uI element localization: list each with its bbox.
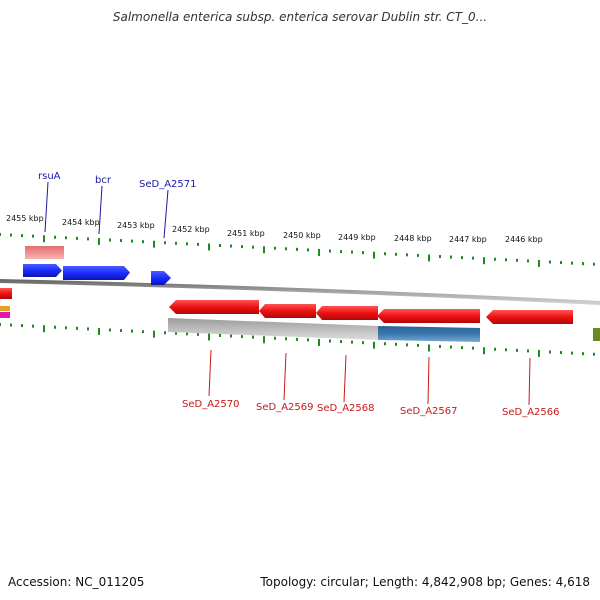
genome-stats: Topology: circular; Length: 4,842,908 bp… (260, 575, 590, 589)
edge-feature-green (593, 328, 600, 341)
gene-arrow-rsuA[interactable] (23, 264, 62, 277)
gene-arrow-bcr[interactable] (63, 266, 130, 280)
genome-backbone (0, 279, 600, 305)
tick-label: 2446 kbp (505, 235, 543, 244)
grey-feature[interactable] (168, 318, 378, 340)
gene-label-SeD_A2569: SeD_A2569 (256, 402, 314, 413)
map-title: Salmonella enterica subsp. enterica sero… (112, 10, 488, 24)
leader-line-SeD_A2567 (427, 356, 430, 405)
gene-label-SeD_A2566: SeD_A2566 (502, 407, 560, 418)
leader-line-SeD_A2566 (528, 357, 531, 406)
steel-feature[interactable] (378, 326, 480, 342)
accession-label: Accession: NC_011205 (8, 575, 145, 589)
gene-arrow-SeD_A2571[interactable] (151, 271, 171, 285)
tick-label: 2454 kbp (62, 218, 100, 227)
edge-feature-red (0, 288, 12, 299)
tick-label: 2448 kbp (394, 234, 432, 243)
leader-line-SeD_A2568 (343, 354, 347, 403)
tick-label: 2449 kbp (338, 233, 376, 242)
leader-line-SeD_A2569 (283, 352, 287, 401)
leader-line-SeD_A2571 (163, 189, 169, 239)
axis-tick-labels: 2455 kbp 2454 kbp 2453 kbp 2452 kbp 2451 kbp… (6, 214, 543, 244)
gene-arrow-SeD_A2570[interactable] (169, 300, 259, 314)
edge-features-left (0, 288, 12, 318)
tick-label: 2451 kbp (227, 229, 265, 238)
bottom-gene-labels: SeD_A2570 SeD_A2569 SeD_A2568 SeD_A2567 … (182, 349, 560, 418)
gene-label-SeD_A2568: SeD_A2568 (317, 403, 375, 414)
reverse-genes (169, 300, 573, 324)
gene-label-SeD_A2567: SeD_A2567 (400, 406, 458, 417)
tick-row-top (0, 233, 595, 267)
leader-line-bcr (98, 185, 103, 235)
edge-feature-magenta (0, 312, 10, 318)
gene-arrow-SeD_A2567[interactable] (377, 309, 480, 323)
tick-label: 2455 kbp (6, 214, 44, 223)
gene-label-rsuA: rsuA (38, 171, 61, 182)
gene-label-SeD_A2570: SeD_A2570 (182, 399, 240, 410)
forward-genes (23, 264, 171, 285)
top-gene-labels: rsuA bcr SeD_A2571 (38, 171, 197, 239)
tick-label: 2450 kbp (283, 231, 321, 240)
gene-arrow-SeD_A2566[interactable] (486, 310, 573, 324)
gene-label-bcr: bcr (95, 175, 112, 186)
leader-line-rsuA (44, 181, 49, 233)
gene-arrow-SeD_A2569[interactable] (259, 304, 316, 318)
leader-line-SeD_A2570 (208, 349, 212, 397)
tick-label: 2447 kbp (449, 235, 487, 244)
tick-label: 2452 kbp (172, 225, 210, 234)
gene-label-SeD_A2571: SeD_A2571 (139, 179, 197, 190)
edge-feature-orange (0, 306, 10, 311)
lower-features (168, 318, 480, 342)
rna-feature[interactable] (25, 246, 64, 259)
gene-arrow-SeD_A2568[interactable] (316, 306, 378, 320)
tick-row-bottom (0, 323, 595, 357)
tick-label: 2453 kbp (117, 221, 155, 230)
